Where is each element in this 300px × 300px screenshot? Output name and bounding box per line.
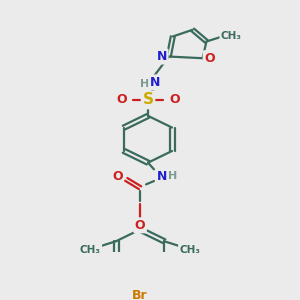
- Text: CH₃: CH₃: [179, 244, 200, 255]
- Text: S: S: [142, 92, 154, 107]
- Text: H: H: [140, 79, 150, 89]
- Text: CH₃: CH₃: [221, 32, 242, 41]
- Text: H: H: [168, 171, 177, 181]
- Text: O: O: [169, 94, 180, 106]
- Text: O: O: [112, 169, 123, 182]
- Text: O: O: [204, 52, 215, 65]
- Text: Br: Br: [132, 289, 148, 300]
- Text: O: O: [135, 219, 146, 232]
- Text: N: N: [150, 76, 160, 89]
- Text: CH₃: CH₃: [80, 244, 101, 255]
- Text: N: N: [157, 50, 167, 63]
- Text: O: O: [116, 94, 127, 106]
- Text: N: N: [157, 169, 167, 182]
